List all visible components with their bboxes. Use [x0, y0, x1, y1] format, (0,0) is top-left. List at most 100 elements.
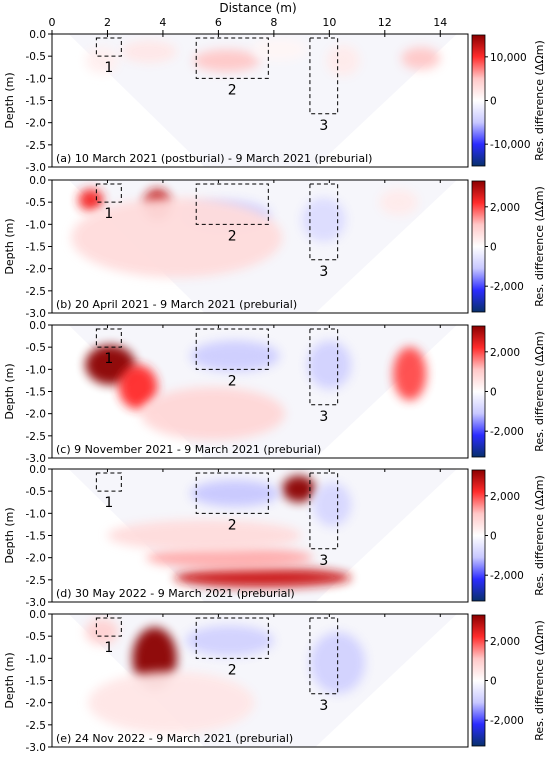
anomaly-cell [88, 671, 255, 734]
grave-label-1: 1 [104, 351, 113, 367]
y-tick-label: -2.0 [26, 409, 47, 421]
anomaly-cell [140, 387, 285, 441]
x-tick-label: 2 [104, 16, 111, 29]
grave-box-2 [195, 472, 269, 514]
x-tick-label: 8 [270, 16, 277, 29]
y-tick-label: 0.0 [29, 609, 46, 621]
panel-a: 1 2 3 0.0 -0.5 -1.0 -1.5 -2.0 -2.5 -3.0 Depth (m) (… [3, 29, 546, 174]
anomaly-cell [401, 47, 441, 70]
grave-label-1: 1 [104, 206, 113, 222]
data-region [68, 180, 457, 313]
y-tick-label: -1.5 [26, 96, 47, 108]
grave-box-1 [95, 37, 122, 57]
anomaly-cell [107, 519, 302, 552]
y-tick-label: -3.0 [26, 742, 47, 754]
colorbar [471, 34, 486, 167]
panel-b: 1 2 3 0.0 -0.5 -1.0 -1.5 -2.0 -2.5 -3.0 Depth (m) (… [3, 175, 546, 320]
grave-box-2 [195, 617, 269, 659]
colorbar-tick-label: 2,000 [490, 491, 520, 503]
y-tick-label: -2.0 [26, 118, 47, 130]
colorbar-tick-label: 0 [490, 242, 497, 254]
y-tick-label: -2.0 [26, 698, 47, 710]
y-tick-label: -1.0 [26, 653, 47, 665]
colorbar [471, 180, 486, 313]
x-axis-title: Distance (m) [219, 1, 296, 15]
anomaly-cell [121, 40, 177, 63]
colorbar-title: Res. difference (ΔΩm) [533, 186, 546, 307]
coverage-area [68, 34, 457, 167]
panel-caption: (b) 20 April 2021 - 9 March 2021 (prebur… [56, 298, 297, 311]
y-tick-label: -3.0 [26, 162, 47, 174]
x-tick-label: 0 [49, 16, 56, 29]
colorbar-tick-label: -2,000 [490, 715, 524, 727]
y-tick-label: -2.5 [26, 286, 47, 298]
anomaly-cell [193, 49, 260, 72]
grave-box-1 [95, 617, 122, 637]
grave-box-2 [195, 37, 269, 79]
anomaly-cell [379, 188, 419, 216]
x-tick-label: 6 [215, 16, 222, 29]
y-tick-label: -1.0 [26, 364, 47, 376]
y-tick-label: -0.5 [26, 486, 47, 498]
grave-label-1: 1 [104, 60, 113, 76]
grave-box-1 [95, 183, 122, 203]
anomaly-cell [326, 45, 360, 77]
colorbar-tick-label: 0 [490, 531, 497, 543]
grave-label-2: 2 [228, 662, 237, 678]
anomaly-cell [85, 618, 119, 646]
colorbar-tick-label: 2,000 [490, 347, 520, 359]
colorbar [471, 469, 486, 602]
anomaly-cell [282, 475, 316, 503]
x-tick-label: 4 [159, 16, 166, 29]
y-axis-title: Depth (m) [3, 507, 16, 563]
y-tick-label: -3.0 [26, 308, 47, 320]
y-tick-label: -0.5 [26, 342, 47, 354]
y-tick-label: -1.0 [26, 73, 47, 85]
anomaly-cell [301, 197, 346, 243]
coverage-area [68, 325, 457, 458]
colorbar-tick-label: -2,000 [490, 281, 524, 293]
grave-label-2: 2 [228, 517, 237, 533]
grave-label-2: 2 [228, 228, 237, 244]
x-tick-label: 14 [433, 16, 447, 29]
colorbar-title: Res. difference (ΔΩm) [533, 475, 546, 596]
grave-label-3: 3 [319, 553, 328, 569]
y-tick-label: 0.0 [29, 464, 46, 476]
y-tick-label: -3.0 [26, 597, 47, 609]
colorbar-title: Res. difference (ΔΩm) [533, 40, 546, 161]
y-tick-label: 0.0 [29, 320, 46, 332]
grave-box-3 [309, 183, 339, 261]
colorbar [471, 614, 486, 747]
grave-box-3 [309, 472, 339, 550]
colorbar-tick-label: 0 [490, 387, 497, 399]
y-tick-label: -1.0 [26, 508, 47, 520]
anomaly-cell [393, 347, 427, 401]
colorbar-tick-label: -2,000 [490, 426, 524, 438]
colorbar-title: Res. difference (ΔΩm) [533, 331, 546, 452]
panel-caption: (e) 24 Nov 2022 - 9 March 2021 (preburia… [56, 732, 293, 745]
grave-label-1: 1 [104, 495, 113, 511]
anomaly-cell [78, 188, 104, 212]
anomaly-cell [185, 625, 274, 657]
grave-label-3: 3 [319, 698, 328, 714]
anomaly-cell [190, 480, 280, 507]
x-axis-ticks: 0 2 4 6 8 10 12 14 [49, 16, 447, 34]
y-tick-label: -2.5 [26, 431, 47, 443]
colorbar-tick-label: -10,000 [490, 139, 531, 151]
y-tick-label: -1.5 [26, 676, 47, 688]
anomaly-cell [190, 340, 280, 372]
grave-box-3 [309, 617, 339, 695]
y-tick-label: -0.5 [26, 197, 47, 209]
grave-label-2: 2 [228, 82, 237, 98]
grave-box-3 [309, 37, 339, 115]
grave-box-1 [95, 472, 122, 492]
grave-label-3: 3 [319, 118, 328, 134]
anomaly-cell [251, 38, 308, 61]
grave-label-3: 3 [319, 409, 328, 425]
panel-d: 1 2 3 0.0 -0.5 -1.0 -1.5 -2.0 -2.5 -3.0 Depth (m) (… [3, 464, 546, 609]
anomaly-cell [71, 197, 283, 278]
y-tick-label: -0.5 [26, 631, 47, 643]
colorbar-tick-label: 2,000 [490, 636, 520, 648]
x-tick-label: 12 [378, 16, 392, 29]
